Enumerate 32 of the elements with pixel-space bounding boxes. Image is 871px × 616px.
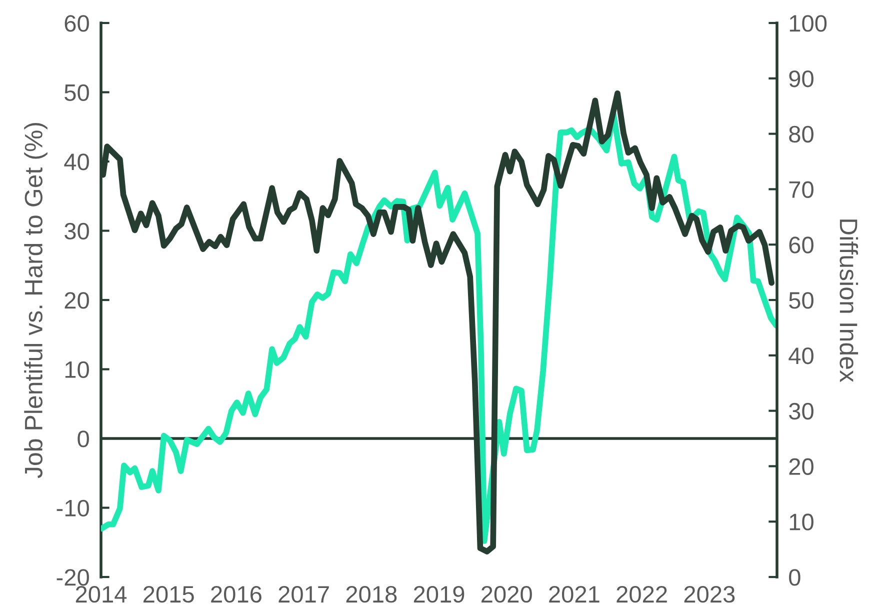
y-axis-title: Job Plentiful vs. Hard to Get (%) xyxy=(24,123,48,478)
y-tick-label: 10 xyxy=(65,361,89,378)
y-tick-label: 30 xyxy=(64,222,89,240)
y2-tick-label: 70 xyxy=(789,181,814,198)
y2-tick-label: 30 xyxy=(789,402,814,420)
x-tick-label: 2021 xyxy=(549,586,600,603)
y-tick-label: 0 xyxy=(78,430,89,448)
y-tick-label: 60 xyxy=(64,15,89,32)
x-tick-label: 2022 xyxy=(616,586,667,603)
y2-tick-label: 80 xyxy=(789,126,814,143)
y2-tick-label: 90 xyxy=(789,70,814,88)
x-tick-label: 2023 xyxy=(684,586,735,603)
x-tick-label: 2016 xyxy=(211,586,262,603)
y2-tick-label: 40 xyxy=(788,347,814,364)
y2-tick-label: 10 xyxy=(790,514,814,530)
y2-tick-label: 100 xyxy=(790,15,827,32)
y2-tick-label: 20 xyxy=(789,458,814,475)
y2-axis-title: Diffusion Index xyxy=(840,220,858,382)
y2-tick-label: 60 xyxy=(789,236,814,254)
y2-tick-label: 50 xyxy=(789,292,814,309)
y-tick-label: 50 xyxy=(64,84,89,102)
x-tick-label: 2015 xyxy=(144,586,194,603)
y-tick-label: -20 xyxy=(56,569,89,586)
y-tick-label: -10 xyxy=(56,500,89,517)
y2-tick-label: 0 xyxy=(789,569,800,586)
x-tick-label: 2019 xyxy=(414,586,464,603)
x-tick-label: 2020 xyxy=(482,586,532,603)
x-tick-label: 2014 xyxy=(76,586,127,603)
x-tick-label: 2018 xyxy=(346,586,397,603)
x-tick-label: 2017 xyxy=(278,586,329,603)
y-tick-label: 40 xyxy=(64,154,89,170)
y-tick-label: 20 xyxy=(64,292,89,309)
